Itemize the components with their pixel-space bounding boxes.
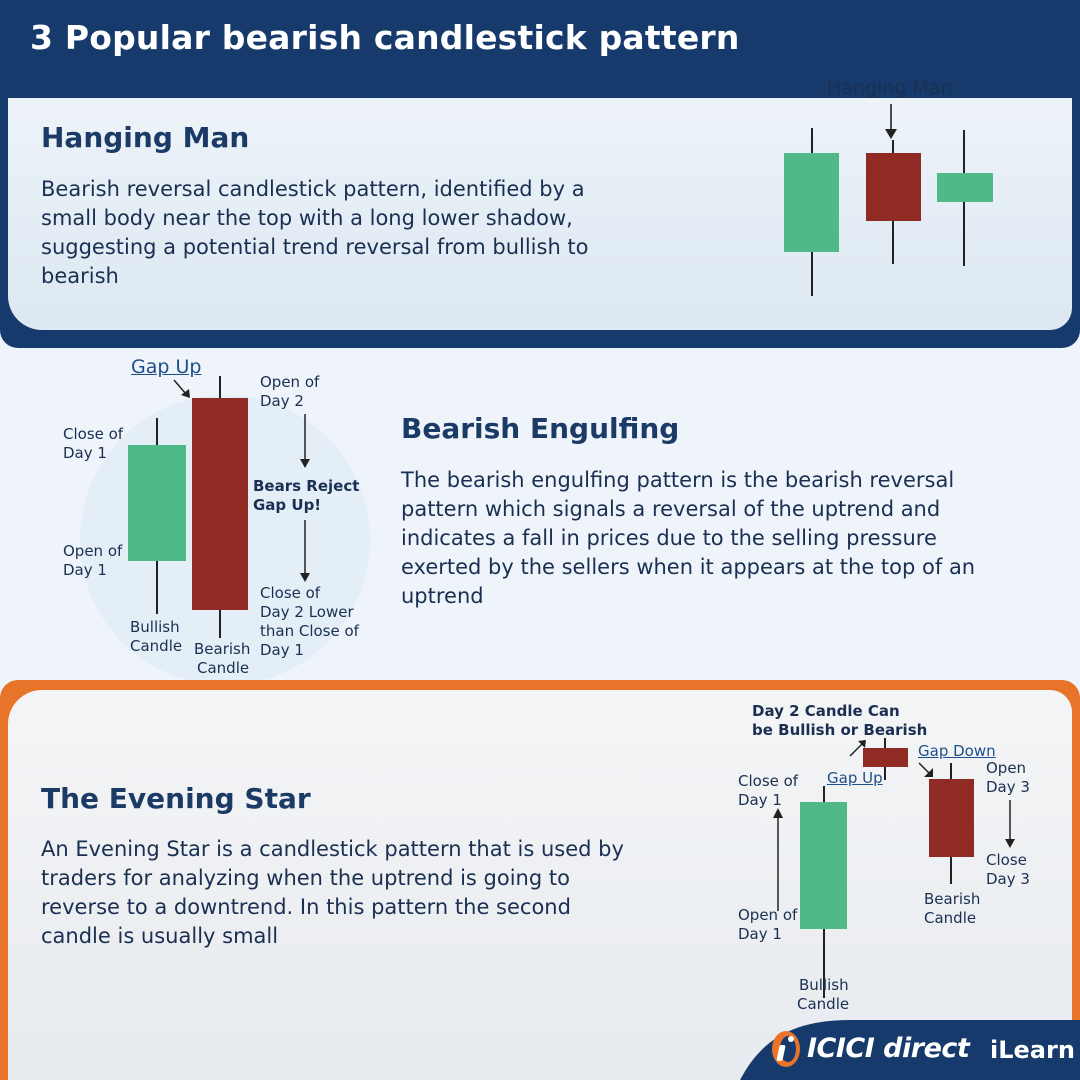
- be-close-day2-line3: than Close of: [260, 622, 359, 640]
- icici-logo-icon: [772, 1031, 800, 1067]
- logo-brand: ICICI direct: [807, 1033, 970, 1064]
- be-open-day2-line1: Open of: [260, 373, 320, 391]
- be-gap-up-label: Gap Up: [131, 356, 202, 378]
- be-close-day1-line2: Day 1: [63, 444, 107, 462]
- be-down-arrow-bottom: [300, 520, 310, 582]
- es-close-day3-line1: Close: [986, 851, 1027, 869]
- es-gap-up-label: Gap Up: [827, 769, 883, 787]
- hm-candle2-body: [866, 153, 921, 221]
- be-bearish-candle-line2: Candle: [197, 659, 250, 677]
- be-close-day2-line2: Day 2 Lower: [260, 603, 354, 621]
- page-title: 3 Popular bearish candlestick pattern: [30, 18, 740, 57]
- hanging-man-heading: Hanging Man: [41, 121, 250, 154]
- be-open-day1-line1: Open of: [63, 542, 123, 560]
- be-bullish-candle-line1: Bullish: [130, 618, 180, 636]
- es-gap-down-arrow: [918, 762, 933, 777]
- es-day2-note-line2: be Bullish or Bearish: [752, 721, 928, 739]
- es-day2-arrow: [849, 740, 866, 757]
- hanging-man-arrow: [885, 104, 897, 139]
- logo-sub: iLearn: [990, 1036, 1075, 1064]
- es-down-arrow: [1005, 800, 1015, 848]
- hanging-man-diagram-label: Hanging Man: [827, 77, 953, 99]
- be-gap-up-arrow: [173, 379, 190, 398]
- es-day2-note-line1: Day 2 Candle Can: [752, 702, 900, 720]
- hm-candle1-body: [784, 153, 839, 252]
- es-open-day3-line1: Open: [986, 759, 1027, 777]
- be-down-arrow-top: [300, 414, 310, 468]
- evening-star-description: An Evening Star is a candlestick pattern…: [41, 837, 624, 948]
- es-candle2-body: [863, 748, 908, 767]
- es-bullish-candle-line2: Candle: [797, 995, 850, 1013]
- title-bar: [0, 0, 1080, 90]
- es-gap-down-label: Gap Down: [918, 742, 996, 760]
- es-up-arrow: [773, 808, 783, 911]
- be-close-day1-line1: Close of: [63, 425, 124, 443]
- bearish-engulfing-heading: Bearish Engulfing: [401, 412, 680, 445]
- hm-candle3-body: [937, 173, 993, 202]
- es-bull-body: [800, 802, 847, 929]
- be-bears-reject-line1: Bears Reject: [253, 477, 360, 495]
- be-bull-body: [128, 445, 186, 561]
- be-bullish-candle-line2: Candle: [130, 637, 183, 655]
- es-bearish-candle-line1: Bearish: [924, 890, 981, 908]
- es-close-day1-line2: Day 1: [738, 791, 782, 809]
- es-close-day1-line1: Close of: [738, 772, 799, 790]
- es-bear-body: [929, 779, 974, 857]
- es-close-day3-line2: Day 3: [986, 870, 1030, 888]
- be-bearish-candle-line1: Bearish: [194, 640, 251, 658]
- be-close-day2-line1: Close of: [260, 584, 321, 602]
- be-bear-body: [192, 398, 248, 610]
- be-open-day2-line2: Day 2: [260, 392, 304, 410]
- es-bullish-candle-line1: Bullish: [799, 976, 849, 994]
- hanging-man-description: Bearish reversal candlestick pattern, id…: [41, 177, 589, 288]
- es-open-day1-line1: Open of: [738, 906, 798, 924]
- es-open-day1-line2: Day 1: [738, 925, 782, 943]
- be-open-day1-line2: Day 1: [63, 561, 107, 579]
- footer-band: [740, 1020, 1080, 1080]
- es-open-day3-line2: Day 3: [986, 778, 1030, 796]
- evening-star-heading: The Evening Star: [41, 782, 311, 815]
- be-close-day2-line4: Day 1: [260, 641, 304, 659]
- be-bears-reject-line2: Gap Up!: [253, 496, 322, 514]
- es-bearish-candle-line2: Candle: [924, 909, 977, 927]
- bearish-engulfing-description: The bearish engulfing pattern is the bea…: [401, 468, 976, 608]
